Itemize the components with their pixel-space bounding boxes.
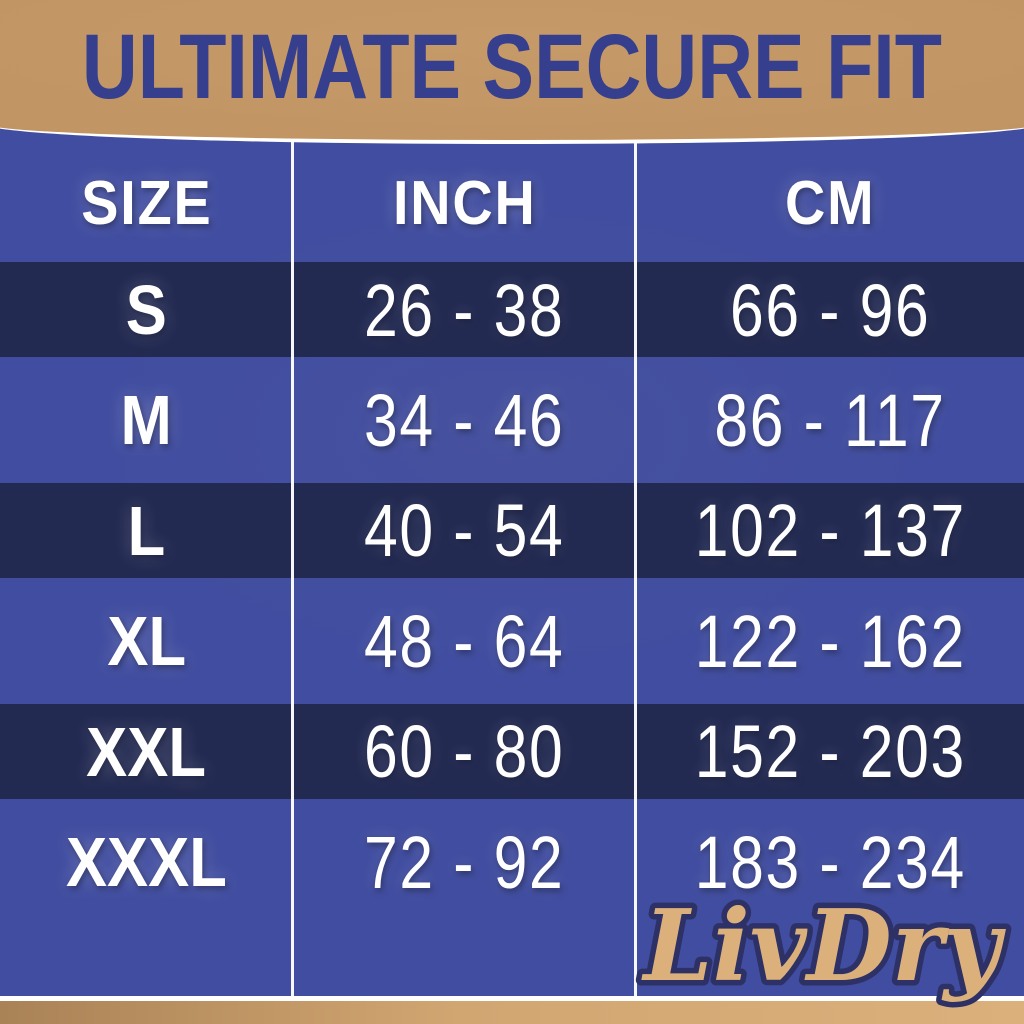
row-stripe-l (0, 482, 1024, 578)
table-row-s: S 26 - 38 66 - 96 (0, 255, 1024, 365)
table-row-m: M 34 - 46 86 - 117 (0, 365, 1024, 475)
inch-cell: 60 - 80 (293, 697, 636, 807)
inch-cell: 34 - 46 (293, 365, 636, 475)
size-value: M (120, 381, 173, 460)
table-row-l: L 40 - 54 102 - 137 (0, 476, 1024, 586)
inch-range: 48 - 64 (364, 599, 565, 683)
inch-range: 26 - 38 (364, 268, 565, 352)
row-stripe-xxl (0, 703, 1024, 799)
inch-range: 72 - 92 (364, 820, 565, 904)
cm-range: 152 - 203 (694, 710, 966, 794)
cm-range: 183 - 234 (694, 820, 966, 904)
inch-range: 60 - 80 (364, 710, 565, 794)
row-stripe-s (0, 262, 1024, 357)
size-value: XXL (86, 712, 207, 791)
table-row-xl: XL 48 - 64 122 - 162 (0, 586, 1024, 696)
size-value: L (127, 491, 166, 570)
inch-cell: 26 - 38 (293, 255, 636, 365)
cm-range: 86 - 117 (714, 378, 946, 462)
table-row-xxl: XXL 60 - 80 152 - 203 (0, 697, 1024, 807)
cm-cell: 152 - 203 (636, 697, 1024, 807)
size-cell: XXL (0, 697, 293, 807)
cm-range: 102 - 137 (694, 489, 966, 573)
cm-range: 122 - 162 (694, 599, 966, 683)
size-value: XL (107, 602, 186, 681)
size-chart-table: SIZE INCH CM S 26 - 38 66 - 96 M 34 - 46 86 -… (0, 133, 1024, 1001)
size-value: XXXL (66, 823, 227, 901)
header-cm-label: CM (784, 168, 876, 238)
inch-cell: 48 - 64 (293, 586, 636, 696)
cm-cell: 102 - 137 (636, 476, 1024, 586)
header-row: SIZE INCH CM (0, 133, 1024, 273)
size-cell: S (0, 255, 293, 365)
inch-range: 40 - 54 (364, 489, 565, 573)
page-title: ULTIMATE SECURE FIT (81, 15, 943, 118)
inch-range: 34 - 46 (364, 378, 565, 462)
table-row-xxxl: XXXL 72 - 92 183 - 234 (0, 807, 1024, 917)
header-inch-label: INCH (392, 168, 537, 238)
cm-cell: 122 - 162 (636, 586, 1024, 696)
cm-range: 66 - 96 (729, 268, 931, 352)
size-cell: M (0, 365, 293, 475)
size-cell: XXXL (0, 807, 293, 917)
header-size: SIZE (0, 133, 293, 273)
cm-cell: 86 - 117 (636, 365, 1024, 475)
bottom-tan-strip (0, 1001, 1024, 1024)
header-cm: CM (636, 133, 1024, 273)
cm-cell: 183 - 234 (636, 807, 1024, 917)
header-inch: INCH (293, 133, 636, 273)
inch-cell: 72 - 92 (293, 807, 636, 917)
column-divider-1 (291, 133, 294, 996)
size-cell: L (0, 476, 293, 586)
column-divider-2 (634, 133, 637, 996)
header-size-label: SIZE (80, 168, 213, 238)
inch-cell: 40 - 54 (293, 476, 636, 586)
size-value: S (125, 271, 168, 349)
cm-cell: 66 - 96 (636, 255, 1024, 365)
size-cell: XL (0, 586, 293, 696)
title-banner: ULTIMATE SECURE FIT (0, 0, 1024, 144)
